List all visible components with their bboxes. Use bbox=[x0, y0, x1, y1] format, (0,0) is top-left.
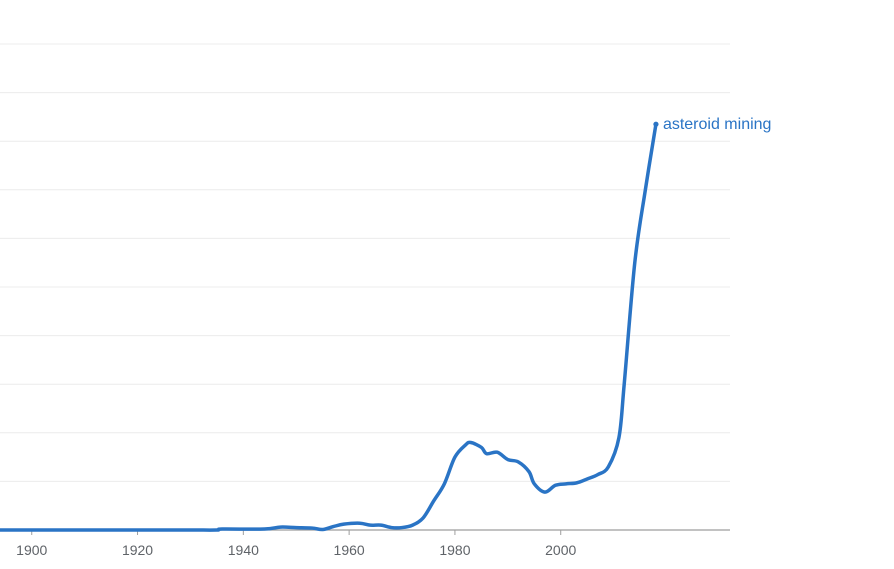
x-tick-label: 2000 bbox=[545, 542, 576, 558]
series-line-asteroid-mining[interactable] bbox=[0, 122, 658, 532]
grid bbox=[0, 43, 730, 482]
x-tick-label: 1960 bbox=[334, 542, 365, 558]
x-tick-label: 1980 bbox=[439, 542, 470, 558]
x-tick-label: 1900 bbox=[16, 542, 47, 558]
series-label-asteroid-mining: asteroid mining bbox=[663, 116, 772, 133]
x-axis-ticks: 1900 1920 1940 1960 1980 2000 bbox=[16, 530, 577, 558]
x-tick-label: 1920 bbox=[122, 542, 153, 558]
series-end-point bbox=[653, 121, 659, 127]
x-tick-label: 1940 bbox=[228, 542, 259, 558]
